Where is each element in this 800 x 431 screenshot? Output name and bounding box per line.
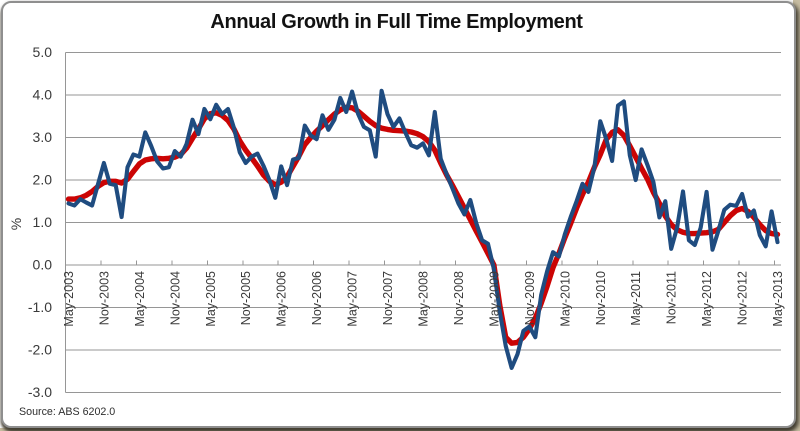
svg-text:Nov-2011: Nov-2011 <box>665 271 679 324</box>
svg-text:-2.0: -2.0 <box>28 342 52 358</box>
svg-text:Nov-2004: Nov-2004 <box>168 271 182 325</box>
svg-text:May-2010: May-2010 <box>558 271 572 327</box>
svg-text:Nov-2010: Nov-2010 <box>594 271 608 325</box>
svg-text:May-2009: May-2009 <box>487 271 501 327</box>
svg-text:Nov-2003: Nov-2003 <box>97 271 111 325</box>
svg-text:1.0: 1.0 <box>33 214 53 230</box>
svg-text:May-2005: May-2005 <box>204 271 218 327</box>
svg-text:May-2006: May-2006 <box>275 271 289 327</box>
svg-text:May-2012: May-2012 <box>700 271 714 327</box>
svg-text:Nov-2006: Nov-2006 <box>310 271 324 325</box>
svg-text:May-2008: May-2008 <box>417 271 431 327</box>
svg-text:-1.0: -1.0 <box>28 299 52 315</box>
svg-text:Nov-2005: Nov-2005 <box>239 271 253 325</box>
svg-text:May-2011: May-2011 <box>629 271 643 326</box>
svg-text:May-2003: May-2003 <box>62 271 76 327</box>
svg-text:0.0: 0.0 <box>33 257 53 273</box>
svg-text:Nov-2009: Nov-2009 <box>523 271 537 325</box>
svg-text:5.0: 5.0 <box>33 44 53 60</box>
svg-text:2.0: 2.0 <box>33 172 53 188</box>
svg-text:Nov-2007: Nov-2007 <box>381 271 395 325</box>
svg-text:May-2007: May-2007 <box>346 271 360 327</box>
svg-text:4.0: 4.0 <box>33 87 53 103</box>
svg-text:-3.0: -3.0 <box>28 384 52 400</box>
svg-text:Nov-2008: Nov-2008 <box>452 271 466 325</box>
svg-text:Nov-2012: Nov-2012 <box>736 271 750 325</box>
svg-text:May-2004: May-2004 <box>133 271 147 327</box>
svg-text:3.0: 3.0 <box>33 129 53 145</box>
svg-text:May-2013: May-2013 <box>771 271 785 327</box>
